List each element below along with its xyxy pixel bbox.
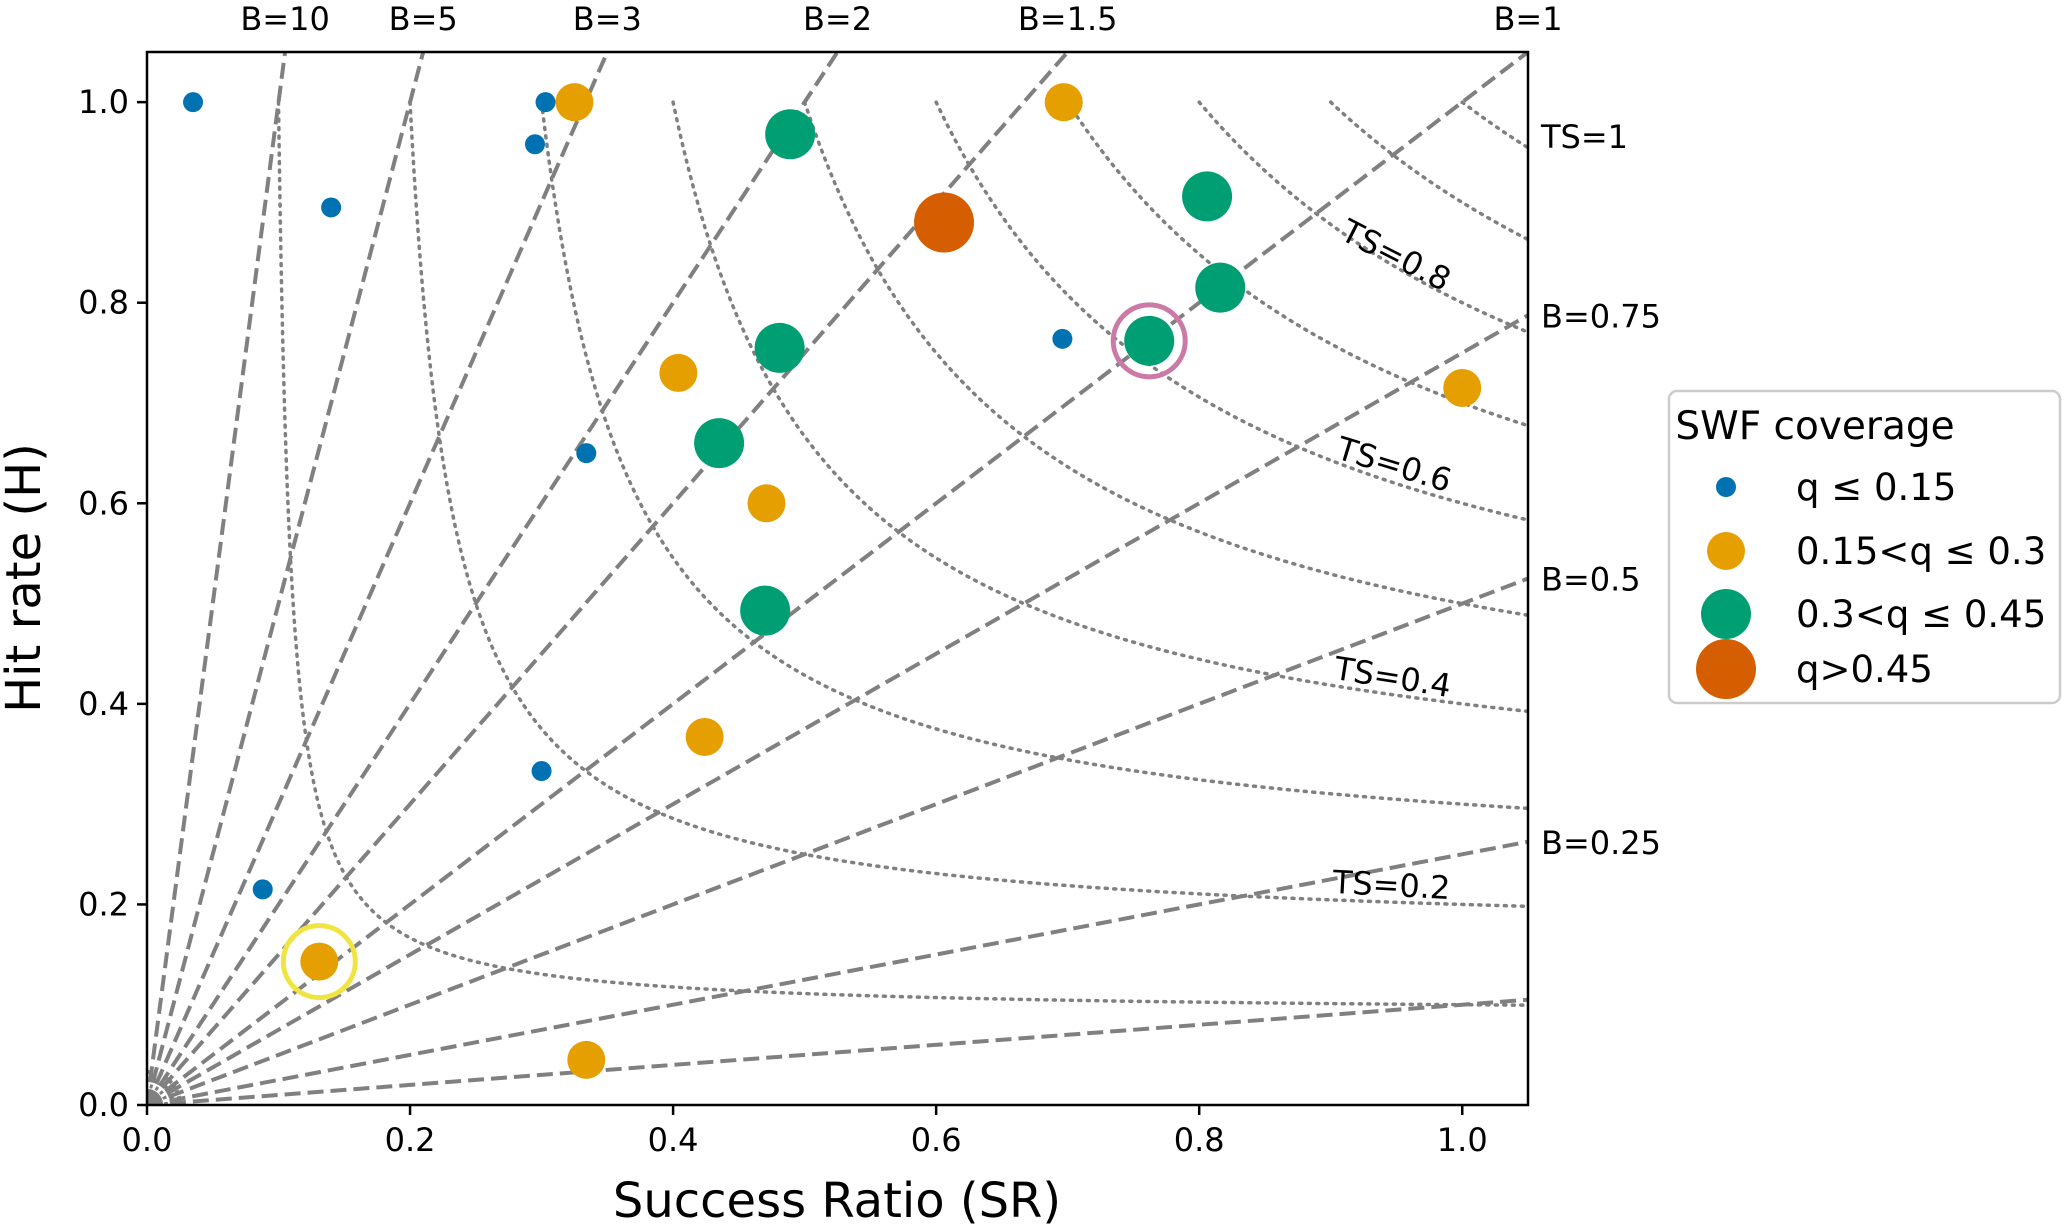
legend-marker-q2 <box>1707 532 1745 570</box>
data-point-q1 <box>576 443 597 464</box>
data-point-q3 <box>1195 262 1246 313</box>
data-point-q1 <box>321 197 342 218</box>
y-tick-label: 0.8 <box>78 284 129 322</box>
bias-label: B=0.25 <box>1541 824 1661 862</box>
data-point-q1 <box>535 92 556 113</box>
data-point-q2 <box>685 717 724 756</box>
y-tick-label: 1.0 <box>78 83 129 121</box>
data-point-q3 <box>740 585 791 636</box>
x-tick-label: 0.6 <box>911 1121 962 1159</box>
legend-label-q1: q ≤ 0.15 <box>1796 466 1956 509</box>
bias-line <box>147 997 1528 1105</box>
ts-label: TS=1 <box>1540 118 1628 156</box>
data-point-q1 <box>1052 328 1073 349</box>
bias-line <box>147 52 426 1105</box>
data-point-q1 <box>524 134 545 155</box>
data-point-q3 <box>1182 171 1233 222</box>
bias-label: B=5 <box>389 0 458 38</box>
ts-contour <box>1065 100 1528 428</box>
bias-line <box>147 839 1528 1105</box>
data-point-q2 <box>555 83 594 122</box>
bias-line <box>147 52 288 1105</box>
legend-label-q3: 0.3<q ≤ 0.45 <box>1796 593 2046 636</box>
legend-entries: q ≤ 0.15 0.15<q ≤ 0.3 0.3<q ≤ 0.45 q>0.45 <box>1696 466 2046 699</box>
x-tick-label: 1.0 <box>1437 1121 1488 1159</box>
legend-box <box>1667 389 2062 705</box>
y-tick-label: 0.6 <box>78 484 129 522</box>
bias-label: B=1 <box>1493 0 1562 38</box>
ts-contour <box>276 100 1528 1007</box>
x-axis-title: Success Ratio (SR) <box>613 1173 1061 1227</box>
ts-label: TS=0.2 <box>1331 863 1451 907</box>
data-point-q1 <box>252 879 273 900</box>
highlight-ring <box>280 923 358 1001</box>
bias-line <box>147 52 610 1105</box>
origin-arc <box>147 1091 161 1105</box>
x-tick-label: 0.8 <box>1174 1121 1225 1159</box>
y-tick-label: 0.0 <box>78 1086 129 1124</box>
plot-frame <box>145 50 1530 1107</box>
y-axis-title: Hit rate (H) <box>0 443 52 713</box>
ts-contour <box>802 100 1528 618</box>
ts-contour <box>1197 100 1528 335</box>
bias-label-layer: B=10 B=5 B=3 B=2 B=1.5 B=1 B=0.75 B=0.5 B=0.25 <box>240 0 1661 862</box>
bias-line <box>147 52 1528 1105</box>
ts-contour <box>539 100 1528 811</box>
data-point-q3 <box>765 109 816 160</box>
bias-label: B=0.5 <box>1541 561 1641 599</box>
bias-label: B=1.5 <box>1018 0 1118 38</box>
data-point-q2 <box>300 942 339 981</box>
x-tick-label: 0.0 <box>122 1121 173 1159</box>
y-tick-label: 0.2 <box>78 885 129 923</box>
x-tick-label: 0.2 <box>385 1121 436 1159</box>
bias-line <box>147 52 840 1105</box>
legend-label-q4: q>0.45 <box>1796 648 1933 691</box>
bias-label: B=0.75 <box>1541 297 1661 335</box>
legend-marker-q1 <box>1716 477 1736 497</box>
x-tick-label: 0.4 <box>648 1121 699 1159</box>
data-point-q3 <box>1124 315 1175 366</box>
axis-tick-layer: 0.0 0.2 0.4 0.6 0.8 1.0 0.0 0.2 0.4 0.6 0.8 1.0 <box>78 83 1488 1159</box>
highlight-ring-layer <box>280 302 1188 1001</box>
legend: SWF coverage q ≤ 0.15 0.15<q ≤ 0.3 0.3<q ≤… <box>1667 389 2062 705</box>
data-point-q3 <box>754 322 805 373</box>
ts-contour <box>1460 100 1528 150</box>
origin-arc <box>147 1084 168 1105</box>
data-point-q2 <box>1044 83 1083 122</box>
ts-contour <box>934 100 1528 522</box>
y-tick-label: 0.4 <box>78 685 129 723</box>
ts-contour <box>1328 100 1528 242</box>
ts-contour-layer <box>276 100 1528 1007</box>
legend-marker-q3 <box>1701 589 1751 639</box>
data-point-q4 <box>914 192 975 253</box>
data-point-q3 <box>694 418 745 469</box>
legend-marker-q4 <box>1696 639 1756 699</box>
legend-title: SWF coverage <box>1675 404 1954 449</box>
data-point-q2 <box>747 484 786 523</box>
data-point-q2 <box>567 1040 606 1079</box>
bias-label: B=2 <box>803 0 872 38</box>
bias-line <box>147 313 1528 1105</box>
bias-label: B=3 <box>573 0 642 38</box>
data-point-q2 <box>1443 368 1482 407</box>
ts-contour <box>408 100 1528 909</box>
bias-line <box>147 576 1528 1105</box>
origin-arc <box>147 1070 182 1105</box>
origin-arc <box>147 1077 175 1105</box>
legend-label-q2: 0.15<q ≤ 0.3 <box>1796 530 2046 573</box>
bias-label: B=10 <box>240 0 329 38</box>
highlight-ring <box>1110 302 1188 380</box>
data-point-layer <box>183 83 1482 1079</box>
data-point-q1 <box>183 92 204 113</box>
data-point-q1 <box>531 761 552 782</box>
data-point-q2 <box>659 353 698 392</box>
